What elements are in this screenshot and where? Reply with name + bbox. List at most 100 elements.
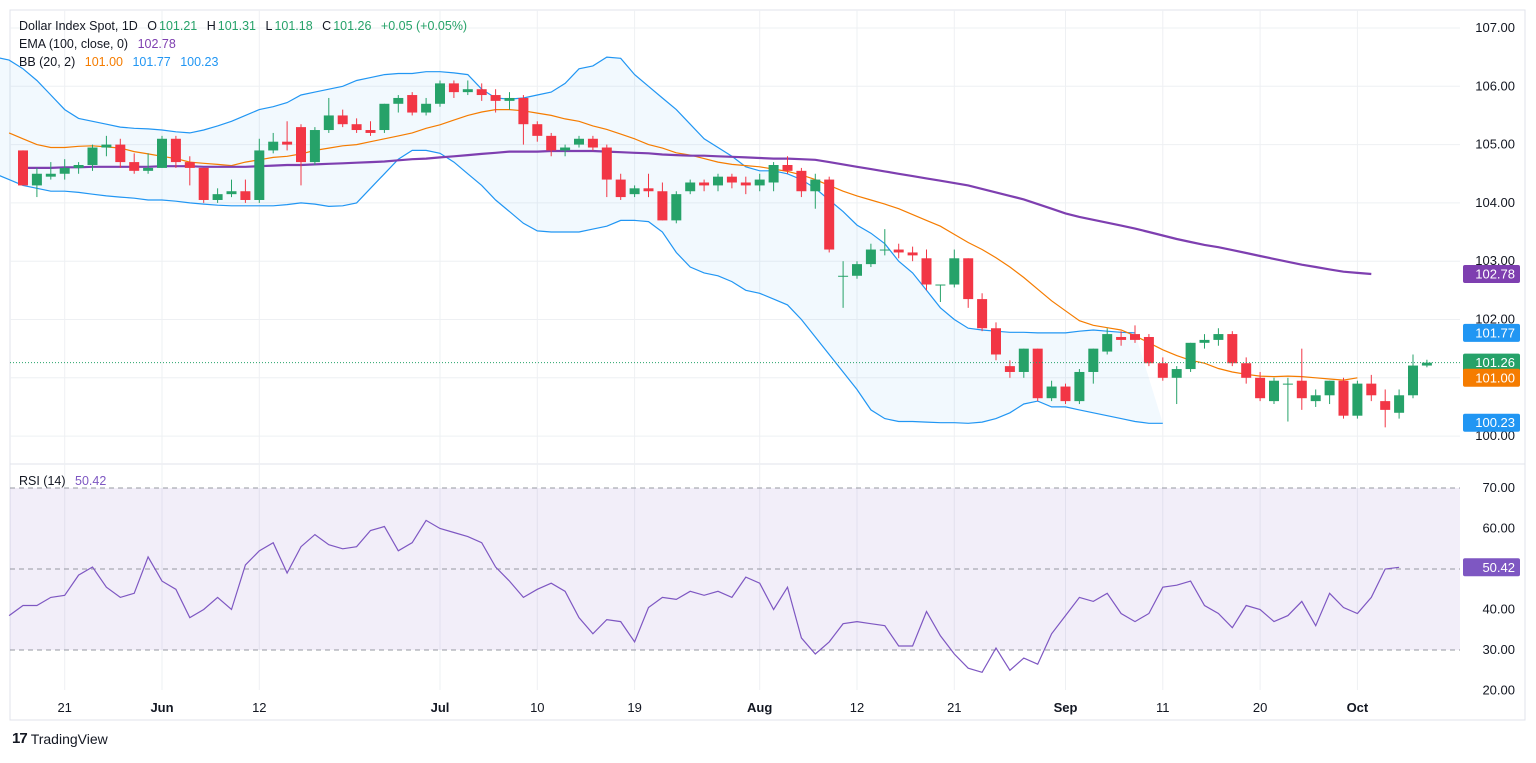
- rsi-legend[interactable]: RSI (14) 50.42: [19, 472, 108, 490]
- symbol-title[interactable]: Dollar Index Spot, 1D: [19, 19, 138, 33]
- candle-body: [282, 141, 293, 145]
- price-tick-label: 100.00: [1475, 428, 1515, 443]
- candle-body: [1185, 342, 1196, 370]
- ema-100-line: [23, 149, 1372, 276]
- price-badge: 101.26: [1463, 353, 1520, 372]
- candle-body: [601, 147, 612, 180]
- rsi-tick-label: 40.00: [1482, 602, 1515, 617]
- candle-body: [115, 144, 126, 163]
- price-badge-label: 101.77: [1475, 325, 1515, 340]
- ema-legend[interactable]: EMA (100, close, 0) 102.78: [19, 35, 178, 53]
- candle-body: [1269, 380, 1279, 402]
- candle-body: [226, 191, 237, 195]
- candle-body: [671, 194, 682, 221]
- candle-body: [1296, 380, 1307, 399]
- candle-body: [129, 162, 140, 171]
- candle-body: [657, 191, 668, 221]
- price-badge-bg: [1463, 265, 1520, 284]
- bb-legend[interactable]: BB (20, 2) 101.00 101.77 100.23: [19, 53, 220, 71]
- candle-body: [768, 165, 779, 183]
- time-tick-label: 11: [1156, 700, 1170, 715]
- price-tick-label: 107.00: [1475, 20, 1515, 35]
- candle-body: [87, 147, 98, 166]
- candle-body: [587, 138, 598, 148]
- candle-body: [1157, 363, 1168, 378]
- candle-body: [365, 130, 376, 133]
- candle-body: [852, 264, 862, 276]
- candle-body: [935, 284, 946, 286]
- price-badge-label: 102.78: [1475, 267, 1515, 282]
- candle-body: [991, 328, 1001, 355]
- candle-body: [949, 258, 960, 285]
- chart-frame: [9, 9, 1526, 721]
- price-tick-label: 106.00: [1475, 78, 1515, 93]
- candle-body: [560, 147, 571, 151]
- time-tick-label: 20: [1253, 700, 1267, 715]
- candle-body: [879, 249, 890, 251]
- time-tick-label: Oct: [1347, 700, 1369, 715]
- time-tick-label: 19: [627, 700, 641, 715]
- candle-body: [865, 249, 876, 265]
- candle-body: [212, 194, 223, 200]
- close-value: 101.26: [333, 19, 372, 33]
- tradingview-logo[interactable]: 17 TradingView: [12, 730, 108, 747]
- candle-body: [1213, 334, 1224, 340]
- candle-body: [1380, 401, 1391, 410]
- candle-body: [393, 97, 404, 104]
- candle-body: [18, 150, 28, 186]
- candle-body: [629, 188, 640, 195]
- candle-body: [240, 191, 251, 200]
- candle-body: [713, 176, 723, 186]
- candle-body: [810, 179, 821, 192]
- candlesticks: [10, 80, 1460, 428]
- candle-body: [824, 179, 835, 250]
- candle-body: [59, 167, 70, 174]
- price-badge: 101.00: [1463, 368, 1520, 387]
- candle-body: [198, 167, 209, 200]
- price-tick-label: 104.00: [1475, 195, 1515, 210]
- candle-body: [337, 115, 348, 125]
- candle-body: [574, 138, 584, 145]
- candle-body: [782, 165, 793, 171]
- price-badge-label: 101.26: [1475, 355, 1515, 370]
- rsi-tick-label: 60.00: [1482, 521, 1515, 536]
- candle-body: [462, 89, 473, 93]
- candle-body: [1046, 386, 1057, 399]
- price-tick-label: 103.00: [1475, 253, 1515, 268]
- rsi-legend-value: 50.42: [75, 474, 107, 488]
- candle-body: [754, 179, 765, 186]
- rsi-badge-bg: [1463, 558, 1520, 577]
- time-tick-label: 12: [850, 700, 864, 715]
- ema-legend-label: EMA (100, close, 0): [19, 37, 129, 51]
- candle-body: [1088, 348, 1099, 372]
- candle-body: [379, 103, 390, 131]
- candle-body: [448, 83, 459, 93]
- candle-body: [1338, 380, 1349, 416]
- candle-body: [977, 299, 988, 329]
- candle-body: [101, 144, 112, 148]
- candle-body: [170, 138, 181, 163]
- price-badge-bg: [1463, 323, 1520, 342]
- candle-body: [740, 182, 751, 186]
- candle-body: [1366, 383, 1377, 396]
- ema-legend-value: 102.78: [137, 37, 176, 51]
- candle-body: [73, 165, 84, 168]
- candle-body: [518, 97, 529, 125]
- time-tick-label: 21: [57, 700, 71, 715]
- rsi-pane: [8, 487, 1460, 674]
- candle-body: [685, 182, 696, 192]
- candle-body: [157, 138, 167, 168]
- candle-body: [1004, 366, 1015, 372]
- candle-body: [1408, 365, 1418, 396]
- candle-body: [921, 258, 932, 285]
- rsi-tick-label: 20.00: [1482, 683, 1515, 698]
- bollinger-lower-line: [0, 149, 1163, 424]
- rsi-badge-label: 50.42: [1482, 560, 1515, 575]
- close-label: C: [322, 19, 332, 33]
- price-badge: 102.78: [1463, 265, 1520, 284]
- candle-body: [421, 103, 432, 113]
- time-tick-label: 12: [252, 700, 266, 715]
